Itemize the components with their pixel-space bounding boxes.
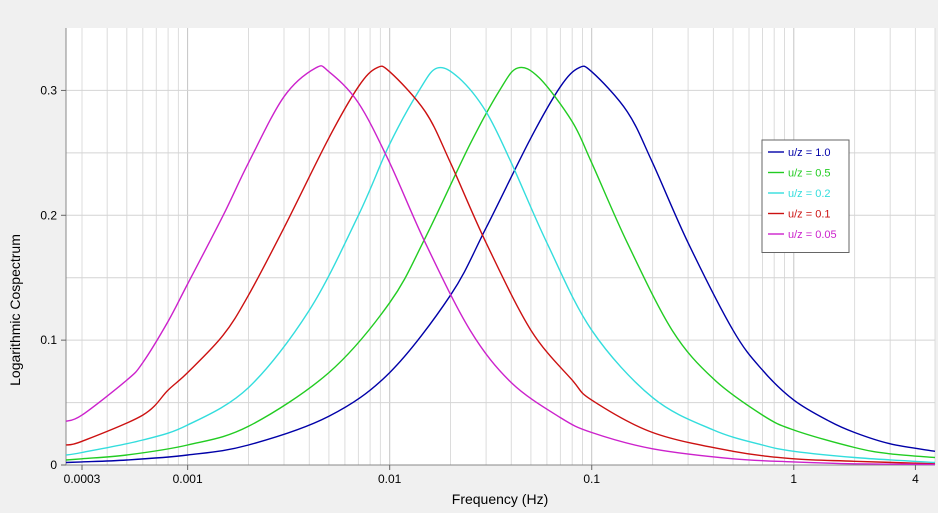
legend-label: u/z = 1.0	[788, 147, 831, 159]
y-tick-label: 0.2	[40, 208, 57, 222]
x-tick-label: 4	[912, 472, 919, 486]
legend-label: u/z = 0.5	[788, 168, 831, 180]
legend-label: u/z = 0.05	[788, 229, 837, 241]
x-tick-label: 0.0003	[64, 472, 101, 486]
grid	[66, 28, 936, 465]
axes: 0.0003 0.001 0.01 0.1 1 4 0 0.1 0.2 0.3	[40, 28, 935, 486]
legend-label: u/z = 0.2	[788, 188, 831, 200]
legend-label: u/z = 0.1	[788, 209, 831, 221]
legend: u/z = 1.0 u/z = 0.5 u/z = 0.2 u/z = 0.1 u/z …	[761, 139, 850, 253]
x-tick-label: 0.1	[583, 472, 600, 486]
x-tick-label: 0.01	[378, 472, 402, 486]
series-line-3	[65, 66, 936, 464]
y-tick-label: 0.3	[40, 83, 57, 97]
series-line-1	[65, 65, 936, 464]
x-axis-label: Frequency (Hz)	[452, 491, 548, 507]
series-lines	[65, 65, 936, 466]
series-line-2	[65, 66, 936, 461]
y-axis-label: Logarithmic Cospectrum	[7, 234, 23, 386]
series-line-4	[65, 65, 936, 465]
y-tick-label: 0	[50, 458, 57, 472]
x-tick-label: 0.001	[173, 472, 203, 486]
x-tick-label: 1	[790, 472, 797, 486]
y-tick-label: 0.1	[40, 333, 57, 347]
series-line-5	[65, 65, 936, 466]
